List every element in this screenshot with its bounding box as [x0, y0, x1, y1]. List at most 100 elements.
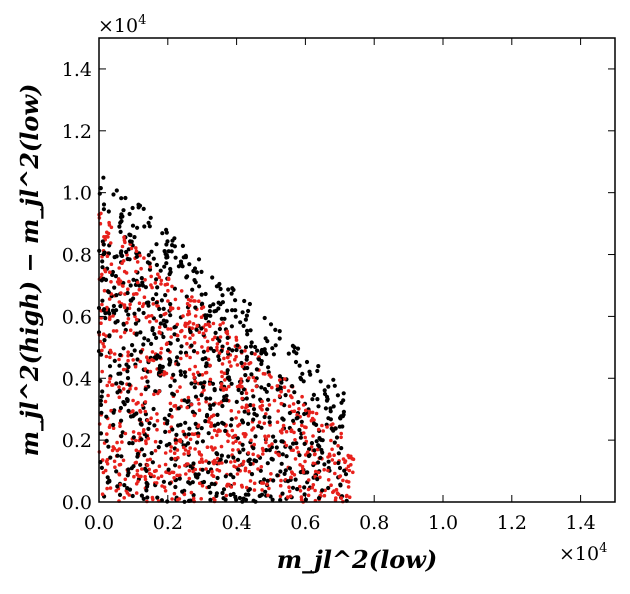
red-point	[101, 332, 106, 337]
red-point	[108, 270, 112, 275]
black-point	[115, 453, 120, 458]
black-point	[172, 325, 177, 330]
red-point	[252, 442, 256, 447]
red-point	[134, 317, 139, 322]
red-point	[193, 379, 197, 384]
red-point	[227, 433, 231, 438]
red-point	[222, 371, 227, 376]
black-point	[277, 336, 282, 341]
black-point	[294, 441, 299, 446]
red-point	[260, 488, 264, 492]
red-point	[105, 486, 109, 491]
black-point	[228, 472, 233, 477]
black-point	[101, 242, 106, 247]
black-point	[266, 397, 271, 402]
red-point	[334, 496, 338, 500]
red-point	[143, 409, 148, 414]
red-point	[234, 439, 238, 444]
black-point	[245, 328, 250, 333]
black-point	[311, 392, 316, 397]
black-point	[111, 303, 116, 309]
red-point	[184, 472, 188, 476]
red-point	[100, 369, 104, 374]
black-point	[218, 286, 223, 292]
red-point	[333, 461, 337, 466]
black-point	[229, 381, 234, 386]
red-point	[188, 355, 192, 360]
black-point	[118, 352, 123, 358]
red-point	[108, 423, 112, 428]
black-point	[332, 440, 337, 445]
red-point	[243, 468, 248, 473]
red-point	[109, 262, 114, 267]
red-point	[117, 300, 122, 304]
red-point	[163, 489, 168, 493]
black-point	[130, 441, 135, 446]
red-point	[346, 480, 351, 484]
black-point	[256, 424, 261, 429]
red-point	[227, 360, 232, 364]
red-point	[215, 345, 219, 350]
red-point	[134, 249, 139, 253]
black-point	[106, 444, 111, 449]
black-point	[114, 188, 119, 193]
red-point	[157, 330, 162, 334]
black-point	[131, 277, 136, 282]
red-point	[284, 429, 289, 434]
red-point	[205, 339, 210, 344]
red-point	[245, 404, 250, 409]
black-point	[112, 255, 117, 260]
red-point	[298, 489, 303, 493]
black-point	[164, 443, 169, 448]
red-point	[345, 493, 349, 498]
black-point	[176, 362, 181, 367]
red-point	[224, 493, 229, 498]
red-point	[159, 278, 164, 283]
red-point	[189, 490, 194, 495]
red-point	[240, 364, 245, 369]
black-point	[130, 343, 135, 348]
red-point	[235, 472, 240, 476]
black-point	[228, 423, 233, 428]
red-point	[300, 423, 304, 428]
red-point	[311, 483, 316, 487]
black-point	[150, 296, 155, 302]
red-point	[156, 476, 161, 480]
red-point	[310, 410, 315, 415]
black-point	[123, 195, 128, 201]
red-point	[233, 459, 237, 464]
red-point	[121, 367, 126, 372]
red-point	[186, 449, 191, 454]
red-point	[197, 330, 202, 335]
black-point	[245, 332, 250, 337]
black-point	[118, 405, 123, 411]
red-point	[143, 474, 147, 479]
red-point	[220, 362, 225, 366]
red-point	[135, 280, 140, 285]
red-point	[134, 386, 138, 391]
black-point	[235, 457, 241, 462]
red-point	[298, 484, 302, 489]
black-point	[285, 479, 291, 484]
red-point	[175, 322, 180, 327]
black-point	[238, 320, 243, 325]
black-point	[297, 363, 302, 368]
black-point	[230, 286, 235, 291]
red-point	[316, 427, 321, 432]
black-point	[141, 496, 146, 501]
red-point	[192, 299, 196, 303]
red-point	[174, 441, 178, 445]
red-point	[200, 373, 205, 377]
red-point	[209, 445, 214, 449]
black-point	[316, 443, 321, 448]
red-point	[339, 435, 343, 440]
red-point	[217, 469, 222, 473]
black-point	[161, 306, 166, 311]
black-point	[129, 239, 134, 244]
black-point	[185, 274, 190, 279]
red-point	[193, 314, 198, 318]
red-point	[140, 467, 144, 471]
black-point	[341, 391, 346, 396]
black-point	[264, 448, 269, 453]
black-point	[233, 314, 238, 319]
